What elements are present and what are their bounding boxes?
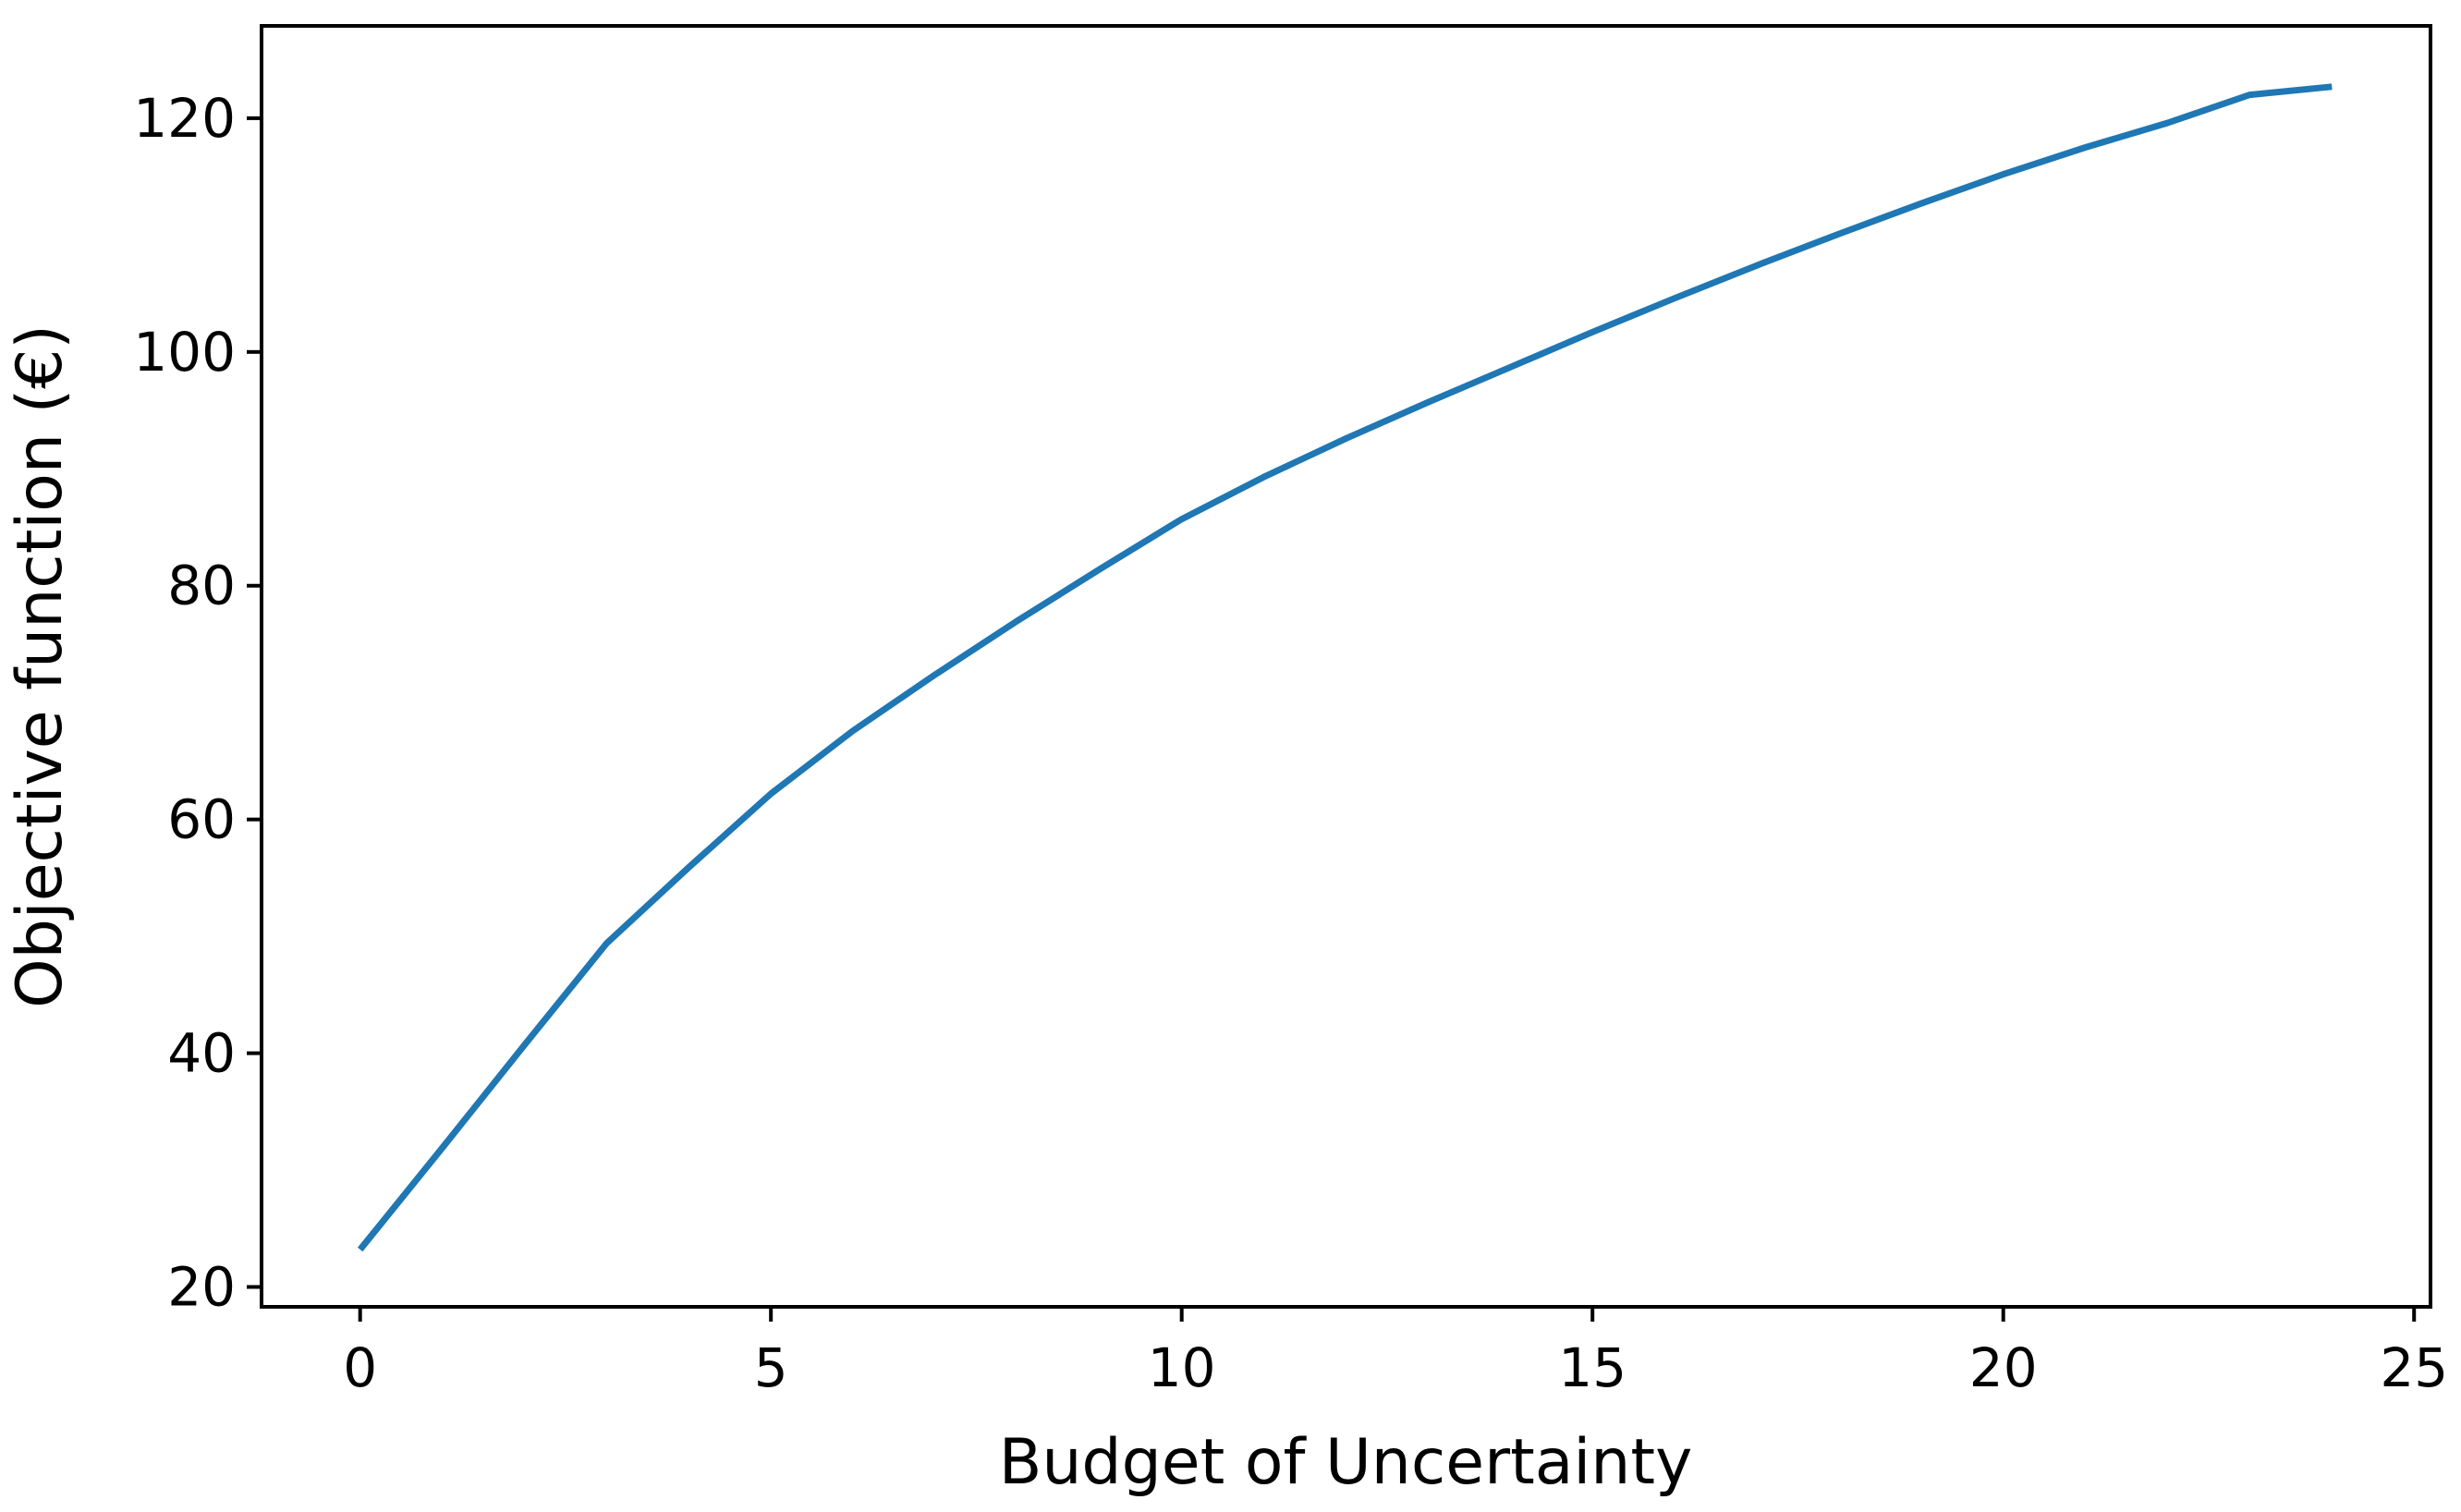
x-tick-label: 10	[1148, 1336, 1216, 1399]
y-tick-label: 60	[167, 788, 236, 851]
y-tick-label: 80	[167, 555, 236, 617]
plot-area	[260, 24, 2432, 1309]
x-tick-label: 15	[1558, 1336, 1626, 1399]
x-axis-label: Budget of Uncertainty	[999, 1426, 1693, 1499]
y-axis-ticks: 20 40 60 80 100 120	[133, 87, 262, 1319]
y-axis-label: Objective function (€)	[4, 324, 77, 1008]
y-tick-label: 120	[133, 87, 236, 150]
x-tick-label: 20	[1969, 1336, 2038, 1399]
y-tick-label: 20	[167, 1256, 236, 1319]
x-tick-label: 0	[343, 1336, 377, 1399]
x-tick-label: 5	[754, 1336, 788, 1399]
x-axis-ticks: 0 5 10 15 20 25	[343, 1307, 2448, 1399]
y-tick-label: 100	[133, 321, 236, 384]
y-tick-label: 40	[167, 1022, 236, 1085]
series-line-objective-function	[357, 83, 2333, 1252]
x-tick-label: 25	[2380, 1336, 2448, 1399]
